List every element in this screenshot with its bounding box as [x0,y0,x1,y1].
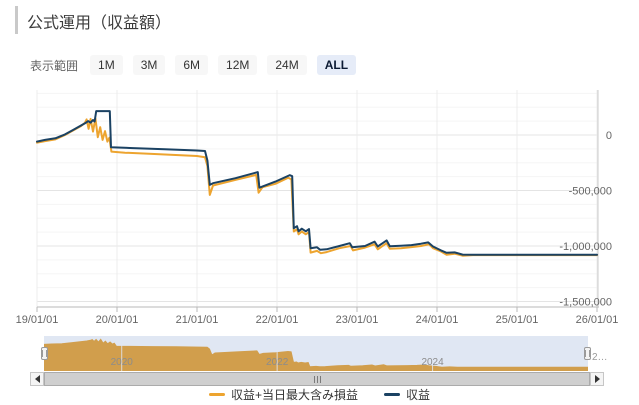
y-axis-label: 0 [606,130,612,142]
legend-item-profit[interactable]: 収益 [384,386,430,403]
legend-marker-icon [384,393,400,396]
page-title: 公式運用（収益額） [27,15,172,32]
main-chart[interactable]: 19/01/01 20/01/01 21/01/01 22/01/01 23/01/01… [0,0,639,340]
navigator-edge-label: 2… [592,352,608,363]
scrollbar-right-arrow-icon [594,375,600,383]
legend-label: 収益+当日最大含み損益 [230,388,358,402]
navigator-handle-left[interactable] [41,347,48,360]
range-selector-label: 表示範囲 [30,58,79,73]
scrollbar-grip-icon [313,375,321,383]
legend-label: 収益 [406,388,431,402]
range-button-6m[interactable]: 6M [175,55,209,76]
navigator-year-label: 2020 [111,357,134,368]
x-axis-label: 22/01/01 [256,314,299,326]
x-axis-label: 23/01/01 [336,314,379,326]
legend: 収益+当日最大含み損益 収益 [0,386,639,403]
range-button-12m[interactable]: 12M [218,55,258,76]
y-axis-label: -1,500,000 [559,296,612,308]
x-axis-label: 24/01/01 [416,314,459,326]
handle-grip-icon [42,350,47,357]
navigator-area-series [44,338,588,371]
range-button-all[interactable]: ALL [316,55,357,76]
title-accent-bar [15,6,18,34]
range-button-24m[interactable]: 24M [267,55,307,76]
y-axis-label: -1,000,000 [559,241,612,253]
x-axis-label: 20/01/01 [96,314,139,326]
handle-grip-icon [585,350,590,357]
scrollbar-right-button[interactable] [590,372,604,386]
navigator-chart[interactable]: 2020 2022 2024 [44,336,588,371]
scrollbar-left-arrow-icon [34,375,40,383]
legend-marker-icon [208,393,225,396]
y-axis-label: -500,000 [569,185,612,197]
navigator-handle-right[interactable] [584,347,591,360]
x-axis-label: 26/01/01 [576,314,619,326]
x-axis-label: 19/01/01 [16,314,59,326]
x-axis-label: 25/01/01 [496,314,539,326]
series-line-0[interactable] [36,117,598,257]
scrollbar-thumb[interactable] [44,372,590,386]
range-button-1m[interactable]: 1M [90,55,123,76]
range-selector: 表示範囲 1M 3M 6M 12M 24M ALL [30,55,357,76]
navigator-year-label: 2022 [266,357,289,368]
legend-item-profit-plus-unrealized[interactable]: 収益+当日最大含み損益 [208,386,358,403]
scrollbar-left-button[interactable] [30,372,44,386]
scrollbar-track[interactable] [44,372,590,386]
range-button-3m[interactable]: 3M [132,55,166,76]
navigator-year-label: 2024 [421,357,444,368]
series-line-1[interactable] [36,110,598,256]
navigator[interactable]: 2020 2022 2024 [44,336,588,371]
navigator-mask[interactable] [44,336,588,371]
x-axis-label: 21/01/01 [176,314,219,326]
